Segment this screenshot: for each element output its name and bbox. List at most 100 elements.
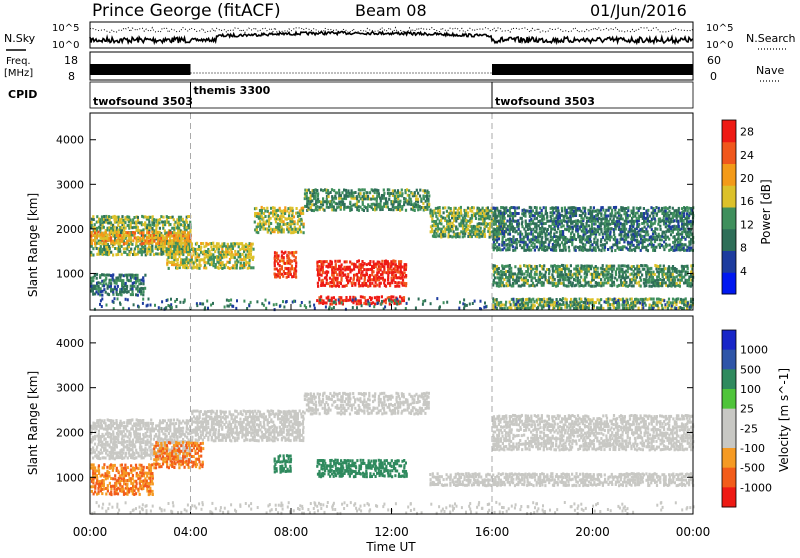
data-cell <box>595 222 597 225</box>
data-cell <box>663 231 665 234</box>
data-cell <box>563 281 565 284</box>
data-cell <box>640 285 642 288</box>
data-cell <box>444 206 446 209</box>
data-cell <box>361 188 363 191</box>
data-cell <box>498 243 500 246</box>
data-cell <box>166 237 168 240</box>
data-cell <box>162 216 164 219</box>
data-cell <box>105 242 107 245</box>
data-cell <box>566 306 568 309</box>
data-cell <box>543 218 545 221</box>
data-cell <box>507 209 509 212</box>
data-cell <box>366 209 368 212</box>
data-cell <box>558 212 560 215</box>
data-cell <box>588 241 590 244</box>
data-cell <box>255 207 257 210</box>
data-cell <box>125 282 127 285</box>
data-cell <box>679 301 681 304</box>
data-cell <box>591 214 593 217</box>
noise-tick-bottom-right: 10^0 <box>706 40 733 51</box>
data-cell <box>679 285 681 288</box>
data-cell <box>101 248 103 251</box>
data-cell <box>620 238 622 241</box>
data-cell <box>112 233 114 236</box>
data-cell <box>688 233 690 236</box>
data-cell <box>288 267 290 270</box>
data-cell <box>297 215 299 218</box>
data-cell <box>303 231 305 234</box>
data-cell <box>629 225 631 228</box>
data-cell <box>112 254 114 257</box>
data-cell <box>650 235 652 238</box>
data-cell <box>585 276 587 279</box>
data-cell <box>273 228 275 231</box>
data-cell <box>142 242 144 245</box>
data-cell <box>561 214 563 217</box>
data-cell <box>659 217 661 220</box>
data-cell <box>155 236 157 239</box>
data-cell <box>656 238 658 241</box>
data-cell <box>399 205 401 208</box>
data-cell <box>373 266 375 269</box>
data-cell <box>559 265 561 268</box>
data-cell <box>153 224 155 227</box>
data-cell <box>164 242 166 245</box>
data-cell <box>442 230 444 233</box>
data-cell <box>589 298 591 301</box>
data-cell <box>527 270 529 273</box>
data-cell <box>352 204 354 207</box>
data-cell <box>630 238 632 241</box>
data-cell <box>171 252 173 255</box>
data-cell <box>673 276 675 279</box>
data-cell <box>686 265 688 268</box>
data-cell <box>571 230 573 233</box>
data-cell <box>536 273 538 276</box>
data-cell <box>108 274 110 277</box>
data-cell <box>588 307 590 310</box>
data-cell <box>303 223 305 226</box>
data-cell <box>518 228 520 231</box>
data-cell <box>142 276 144 279</box>
data-cell <box>254 221 256 224</box>
data-cell <box>551 273 553 276</box>
data-cell <box>371 282 373 285</box>
data-cell <box>342 271 344 274</box>
data-cell <box>630 233 632 236</box>
data-cell <box>631 298 633 301</box>
data-cell <box>431 228 433 231</box>
data-cell <box>674 235 676 238</box>
data-cell <box>367 285 369 288</box>
data-cell <box>327 282 329 285</box>
data-cell <box>589 238 591 241</box>
data-cell <box>187 224 189 227</box>
data-cell <box>510 306 512 309</box>
data-cell <box>548 243 550 246</box>
data-cell <box>164 229 166 232</box>
data-cell <box>632 212 634 215</box>
data-cell <box>467 225 469 228</box>
data-cell <box>91 221 93 224</box>
data-cell <box>602 233 604 236</box>
data-cell <box>595 301 597 304</box>
data-cell <box>672 231 674 234</box>
data-cell <box>202 242 204 245</box>
data-cell <box>506 220 508 223</box>
data-cell <box>598 233 600 236</box>
data-cell <box>365 302 367 305</box>
data-cell <box>402 279 404 282</box>
data-cell <box>605 215 607 218</box>
data-cell <box>187 266 189 269</box>
data-cell <box>90 251 92 254</box>
data-cell <box>591 301 593 304</box>
data-cell <box>394 285 396 288</box>
data-cell <box>281 251 283 254</box>
data-cell <box>359 189 361 192</box>
data-cell <box>604 246 606 249</box>
data-cell <box>180 234 182 237</box>
data-cell <box>297 211 299 214</box>
data-cell <box>108 215 110 218</box>
data-cell <box>113 279 115 282</box>
data-cell <box>130 248 132 251</box>
data-cell <box>586 267 588 270</box>
data-cell <box>673 219 675 222</box>
